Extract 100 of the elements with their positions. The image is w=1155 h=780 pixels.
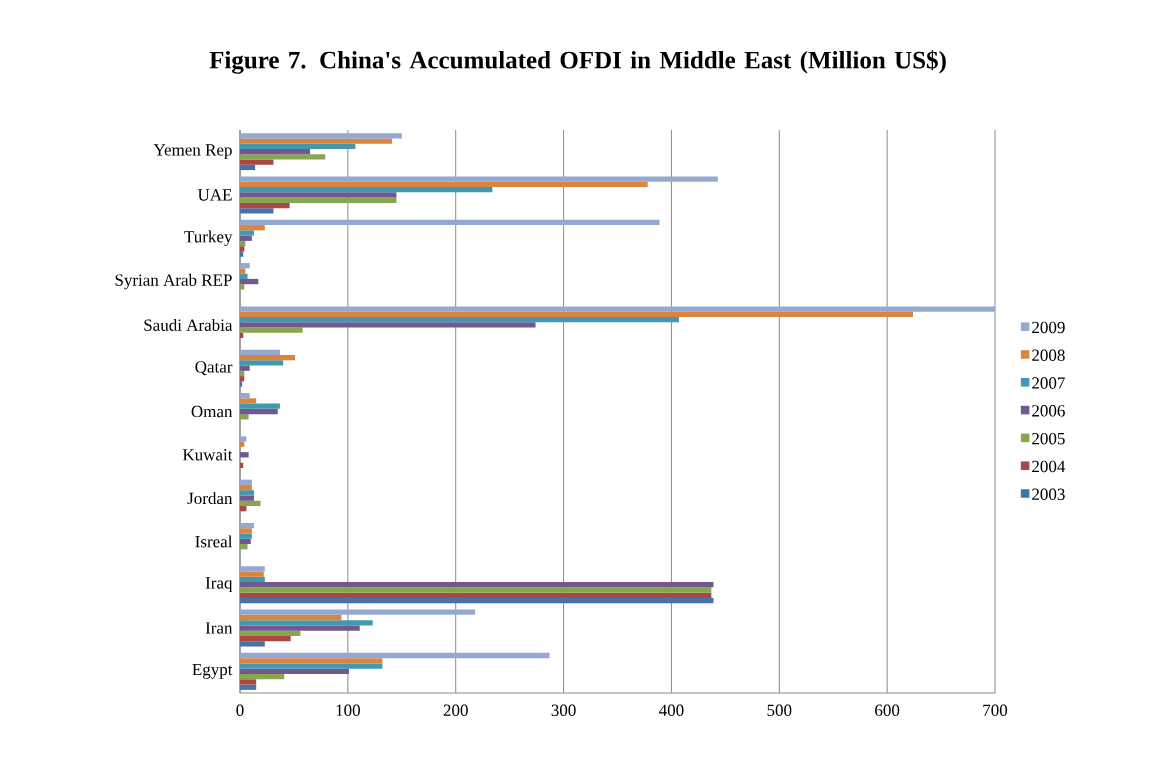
bar [240,278,259,285]
bar [240,592,712,598]
bar [240,164,256,171]
legend-label: 2009 [1032,321,1065,334]
bar [240,533,252,539]
bar [240,365,250,371]
bar [240,316,679,323]
bar [240,143,356,150]
x-tick-label: 300 [551,704,576,717]
bar [240,355,296,361]
legend-label: 2007 [1032,377,1065,389]
bar [240,159,274,165]
x-tick-label: 600 [875,704,900,717]
bar [240,582,714,588]
bar [240,133,402,139]
bar [240,500,261,507]
bar [240,566,265,572]
bar [240,630,301,636]
bar [240,490,255,496]
legend-label: 2003 [1032,488,1065,500]
bar [240,192,397,198]
bar [240,528,252,534]
bar [240,614,342,621]
x-tick-label: 500 [767,704,792,717]
bar [240,658,383,664]
bar [240,522,255,529]
bar [240,225,265,231]
x-tick-label: 200 [443,704,468,717]
bar [240,609,476,615]
x-tick-label: 100 [336,704,360,717]
bar [240,436,247,442]
y-tick-label: Egypt [192,663,233,679]
bar [240,138,393,144]
bar [240,452,249,458]
bar [240,597,714,604]
y-tick-label: Iraq [205,577,233,593]
bar [240,187,493,193]
bar [240,154,326,160]
bar [240,673,285,680]
y-tick-label: Oman [191,405,233,418]
bar [240,306,996,312]
bar [240,263,250,269]
bar [240,230,255,236]
bar [240,679,257,685]
x-tick-label: 400 [659,704,684,717]
x-tick-label: 0 [236,704,244,717]
bar [240,149,311,155]
bar [240,273,248,279]
bar [240,176,718,182]
bar [240,663,383,669]
chart-title: Figure 7. China's Accumulated OFDI in Middle East (Million US$) [209,50,946,74]
bar [240,408,278,415]
bar [240,322,536,328]
bar [240,587,712,593]
legend-label: 2008 [1032,349,1065,361]
y-tick-label: Saudi Arabia [144,318,233,331]
bar [240,576,265,583]
bar [240,327,303,333]
y-tick-label: Turkey [184,230,233,247]
bar [240,641,265,647]
legend-label: 2005 [1032,432,1065,445]
bar [240,360,284,366]
bar [240,284,245,290]
bar [240,197,397,203]
legend-label: 2004 [1032,460,1066,473]
bar [240,479,252,485]
bar [240,544,248,550]
y-tick-label: Jordan [187,492,233,505]
y-tick-label: Iran [205,622,233,634]
bar [240,349,280,355]
bar [240,668,349,674]
y-tick-label: Qatar [195,361,233,376]
bar [240,181,648,188]
y-tick-label: Yemen Rep [153,144,232,160]
bar [240,635,291,642]
bar [240,403,280,409]
bar [240,495,255,501]
y-tick-label: UAE [197,189,232,201]
bar [240,571,264,577]
bar [240,381,243,387]
bar [240,311,914,317]
bar [240,251,244,257]
bar [240,414,249,420]
bar [240,652,550,659]
bar [240,684,257,690]
bar [240,208,274,214]
legend-label: 2006 [1032,405,1065,417]
bar [240,268,246,274]
bar [240,393,250,399]
bar [240,625,360,631]
x-tick-label: 700 [983,704,1008,717]
bar [240,538,251,545]
bar [240,235,252,241]
bar [240,219,660,226]
bar [240,398,257,404]
y-tick-label: Isreal [195,535,233,548]
bar [240,620,373,626]
y-tick-label: Kuwait [182,449,233,461]
y-tick-label: Syrian Arab REP [115,273,232,290]
bar [240,484,252,491]
